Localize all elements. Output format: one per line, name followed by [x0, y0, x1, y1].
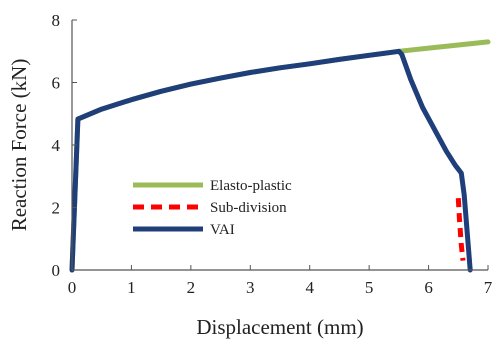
legend: Elasto-plastic Sub-division VAI [133, 178, 292, 238]
x-tick-label: 0 [68, 278, 77, 297]
ticks: 0 1 2 3 4 5 6 7 0 2 4 6 8 [52, 11, 493, 297]
x-tick-label: 1 [127, 278, 136, 297]
y-tick-label: 8 [52, 11, 61, 30]
x-axis-title: Displacement (mm) [196, 315, 363, 339]
axes [71, 20, 488, 271]
x-tick-label: 7 [484, 278, 493, 297]
y-tick-label: 0 [52, 261, 61, 280]
y-tick-label: 2 [52, 199, 61, 218]
x-tick-label: 4 [305, 278, 314, 297]
series-line-vai [69, 48, 473, 273]
x-tick-label: 5 [365, 278, 374, 297]
legend-label-vai: VAI [210, 222, 235, 238]
legend-label-sub-division: Sub-division [210, 200, 287, 216]
series-layer [69, 39, 491, 273]
series-line-sub-division [455, 197, 466, 261]
x-tick-label: 6 [424, 278, 433, 297]
x-tick-label: 3 [246, 278, 255, 297]
legend-label-elasto-plastic: Elasto-plastic [210, 178, 292, 194]
y-axis-title: Reaction Force (kN) [7, 59, 31, 232]
y-tick-label: 6 [52, 74, 61, 93]
x-tick-label: 2 [187, 278, 196, 297]
y-tick-label: 4 [52, 136, 61, 155]
series-line-elasto-plastic [69, 39, 491, 273]
